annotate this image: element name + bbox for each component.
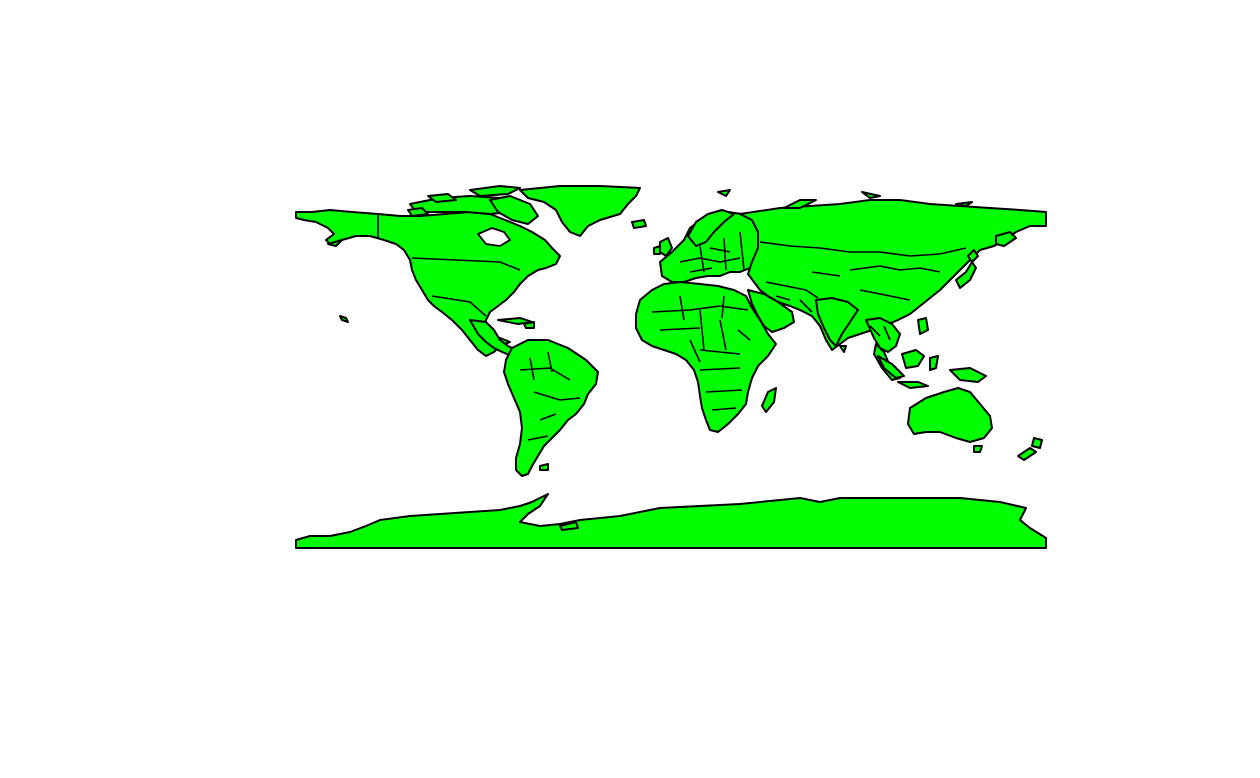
- north-america: [295, 209, 561, 357]
- southeast-asia-borders: [869, 325, 891, 341]
- new-siberian-islands: [955, 201, 973, 207]
- arctic-island-2: [469, 185, 521, 197]
- south-america: [503, 339, 599, 477]
- new-zealand-north: [1031, 437, 1043, 449]
- baffin-island: [489, 195, 539, 225]
- south-america-borders: [519, 351, 581, 441]
- philippines: [917, 317, 929, 335]
- falklands: [539, 463, 549, 471]
- australia: [907, 387, 993, 443]
- hudson-bay: [476, 227, 512, 247]
- sulawesi: [929, 355, 939, 371]
- arabia: [747, 289, 795, 333]
- hispaniola: [523, 321, 535, 329]
- arctic-island-4: [407, 207, 429, 217]
- borneo: [901, 349, 925, 369]
- new-guinea: [949, 367, 987, 383]
- svalbard: [717, 189, 731, 197]
- new-zealand-south: [1017, 447, 1037, 461]
- kamchatka: [995, 231, 1017, 247]
- us-canada-border: [411, 257, 521, 271]
- middle-east-borders: [765, 281, 819, 313]
- africa: [635, 281, 777, 433]
- severnaya-zemlya: [861, 191, 881, 199]
- novaya-zemlya: [783, 199, 817, 209]
- china-borders: [811, 265, 941, 301]
- japan: [955, 261, 977, 289]
- europe-borders: [679, 231, 745, 273]
- iceland: [631, 219, 647, 229]
- hawaii: [339, 315, 349, 323]
- greenland: [519, 185, 641, 237]
- scandinavia: [687, 209, 735, 247]
- sri-lanka: [839, 345, 847, 353]
- madagascar: [761, 387, 777, 413]
- tasmania: [973, 445, 983, 453]
- country-borders: [377, 214, 967, 441]
- antarctica: [295, 493, 1047, 549]
- aleutian-islands: [327, 239, 343, 247]
- africa-borders: [651, 295, 751, 411]
- russia-border: [759, 241, 967, 257]
- india: [815, 297, 859, 347]
- land-layer: [295, 185, 1047, 549]
- arctic-island-3: [427, 193, 457, 203]
- ireland: [653, 245, 661, 255]
- java: [897, 381, 929, 389]
- sumatra: [877, 355, 905, 379]
- hokkaido: [967, 249, 979, 263]
- antarctic-island: [559, 521, 579, 531]
- southeast-asia: [865, 317, 901, 353]
- us-mexico-border: [431, 295, 487, 317]
